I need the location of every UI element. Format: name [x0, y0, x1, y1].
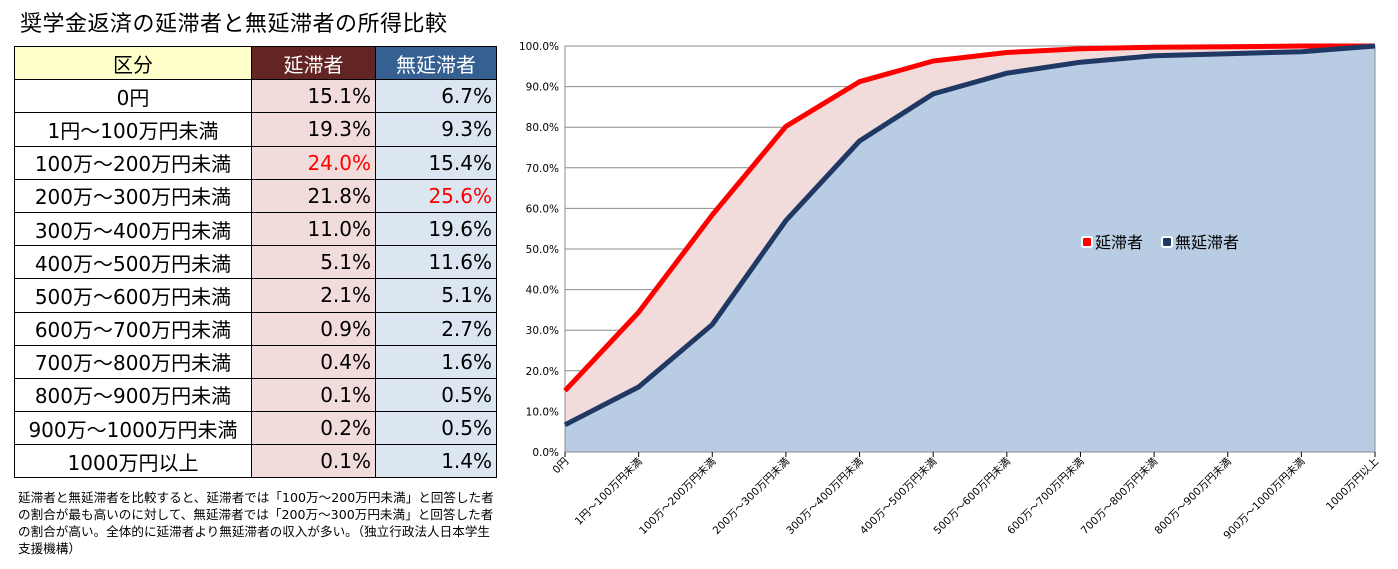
delinquent-cell: 24.0% [251, 145, 376, 180]
x-tick-label: 900万～1000万円未満 [1221, 455, 1307, 541]
non-delinquent-cell: 0.5% [375, 377, 497, 413]
non-delinquent-cell: 1.6% [375, 344, 497, 379]
delinquent-cell: 0.9% [251, 311, 376, 346]
y-tick-label: 100.0% [519, 41, 559, 53]
delinquent-cell: 21.8% [251, 178, 376, 213]
x-tick-label: 1000万円以上 [1324, 456, 1381, 513]
table-row: 1000万円以上 0.1% 1.4% [14, 444, 497, 479]
y-tick-label: 90.0% [526, 82, 559, 94]
x-tick-label: 100万～200万円未満 [637, 455, 719, 537]
x-tick-label: 1円～100万円未満 [573, 455, 645, 527]
category-cell: 200万～300万円未満 [14, 178, 252, 213]
category-cell: 500万～600万円未満 [14, 278, 252, 313]
category-cell: 1円～100万円未満 [14, 112, 252, 147]
income-table: 区分 延滞者 無延滞者 0円 15.1% 6.7% 1円～100万円未満 19.3% 9.… [14, 45, 497, 479]
table-row: 900万～1000万円未満 0.2% 0.5% [14, 411, 497, 446]
category-cell: 1000万円以上 [14, 444, 252, 479]
y-tick-label: 30.0% [526, 325, 559, 337]
delinquent-cell: 2.1% [251, 278, 376, 313]
legend-label-non-delinquent: 無延滞者 [1175, 233, 1239, 252]
non-delinquent-cell: 5.1% [375, 278, 497, 313]
delinquent-cell: 11.0% [251, 211, 376, 247]
table-row: 700万～800万円未満 0.4% 1.6% [14, 344, 497, 379]
delinquent-cell: 5.1% [251, 245, 376, 280]
legend-swatch-non-delinquent [1161, 236, 1173, 248]
category-cell: 800万～900万円未満 [14, 377, 252, 413]
table-row: 100万～200万円未満 24.0% 15.4% [14, 145, 497, 180]
category-cell: 900万～1000万円未満 [14, 411, 252, 446]
series-area-non-delinquent [565, 46, 1375, 452]
table-row: 0円 15.1% 6.7% [14, 79, 497, 114]
non-delinquent-cell: 6.7% [375, 79, 497, 114]
y-tick-label: 10.0% [526, 406, 559, 418]
series-line-non-delinquent [563, 43, 1376, 428]
y-tick-label: 70.0% [526, 163, 559, 175]
header-non-delinquent: 無延滞者 [375, 45, 497, 81]
legend-label-delinquent: 延滞者 [1095, 233, 1143, 252]
non-delinquent-cell: 15.4% [375, 145, 497, 180]
series-line-delinquent [563, 43, 1375, 393]
cumulative-income-chart: 0.0% 10.0% 20.0% 30.0% 40.0% 50.0% 60.0% 70.0% 8… [519, 41, 1381, 542]
category-cell: 100万～200万円未満 [14, 145, 252, 180]
plot-area [564, 45, 1376, 453]
delinquent-cell: 15.1% [251, 79, 376, 114]
non-delinquent-cell: 19.6% [375, 211, 497, 247]
page-title: 奨学金返済の延滞者と無延滞者の所得比較 [20, 12, 448, 37]
legend-swatch-delinquent [1081, 236, 1093, 248]
delinquent-cell: 0.1% [251, 377, 376, 413]
header-delinquent: 延滞者 [251, 45, 376, 81]
category-cell: 0円 [14, 79, 252, 114]
table-row: 500万～600万円未満 2.1% 5.1% [14, 278, 497, 313]
y-tick-label: 0.0% [532, 447, 559, 459]
x-tick-label: 200万～300万円未満 [711, 455, 793, 537]
y-tick-label: 40.0% [526, 285, 559, 297]
y-tick-label: 60.0% [526, 203, 559, 215]
table-row: 300万～400万円未満 11.0% 19.6% [14, 211, 497, 247]
table-row: 600万～700万円未満 0.9% 2.7% [14, 311, 497, 346]
category-cell: 400万～500万円未満 [14, 245, 252, 280]
non-delinquent-cell: 25.6% [375, 178, 497, 213]
delinquent-cell: 0.2% [251, 411, 376, 446]
non-delinquent-cell: 11.6% [375, 245, 497, 280]
header-category: 区分 [14, 45, 252, 81]
table-row: 400万～500万円未満 5.1% 11.6% [14, 245, 497, 280]
x-tick-label: 800万～900万円未満 [1152, 455, 1234, 537]
non-delinquent-cell: 1.4% [375, 444, 497, 479]
table-row: 200万～300万円未満 21.8% 25.6% [14, 178, 497, 213]
x-tick-label: 700万～800万円未満 [1079, 455, 1161, 537]
table-header-row: 区分 延滞者 無延滞者 [14, 45, 497, 81]
category-cell: 700万～800万円未満 [14, 344, 252, 379]
delinquent-cell: 0.1% [251, 444, 376, 479]
y-tick-label: 20.0% [526, 366, 559, 378]
non-delinquent-cell: 2.7% [375, 311, 497, 346]
x-tick-label: 600万～700万円未満 [1005, 455, 1087, 537]
non-delinquent-cell: 9.3% [375, 112, 497, 147]
table-row: 800万～900万円未満 0.1% 0.5% [14, 377, 497, 413]
y-tick-label: 80.0% [526, 122, 559, 134]
category-cell: 600万～700万円未満 [14, 311, 252, 346]
source-note: 延滞者と無延滞者を比較すると、延滞者では「100万～200万円未満」と回答した者… [18, 490, 494, 556]
x-tick-label: 400万～500万円未満 [858, 455, 940, 537]
x-tick-label: 500万～600万円未満 [932, 455, 1014, 537]
category-cell: 300万～400万円未満 [14, 211, 252, 247]
delinquent-cell: 0.4% [251, 344, 376, 379]
non-delinquent-cell: 0.5% [375, 411, 497, 446]
table-row: 1円～100万円未満 19.3% 9.3% [14, 112, 497, 147]
x-tick-label: 300万～400万円未満 [784, 455, 866, 537]
delinquent-cell: 19.3% [251, 112, 376, 147]
y-tick-label: 50.0% [526, 244, 559, 256]
